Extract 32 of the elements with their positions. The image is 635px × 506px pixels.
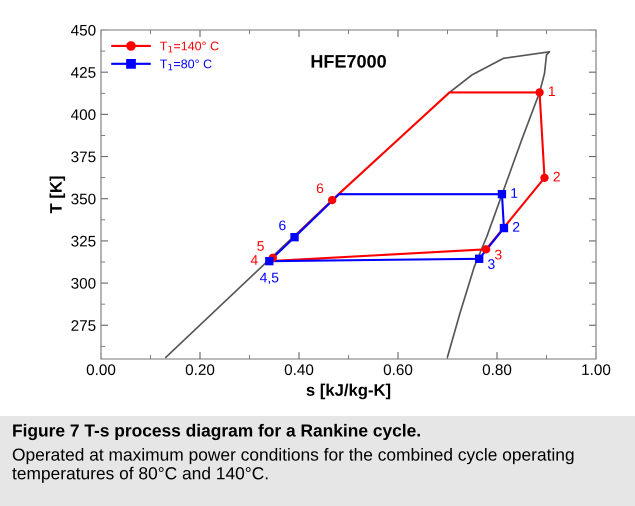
text: Operated at maximum power conditions for the combined cycle operating temperatures of 80°C and 140°C. bbox=[12, 448, 574, 483]
caption: Figure 7 T-s process diagram for a Rankine cycle. bbox=[13, 424, 420, 440]
x-axis-title: s [kJ/kg-K] bbox=[306, 384, 390, 400]
legend-label: T$_{1}$=140° C bbox=[160, 42, 219, 52]
x-tick-label: 0.20 bbox=[186, 364, 214, 376]
x-tick-label: 0.00 bbox=[86, 364, 116, 376]
annotation: 1 bbox=[548, 86, 555, 96]
text: HFE7000 bbox=[312, 54, 386, 68]
x-tick-label: 0.60 bbox=[384, 364, 412, 376]
y-tick-label: 375 bbox=[71, 151, 96, 162]
annotation: 4 bbox=[250, 255, 258, 265]
annotation: 4,5 bbox=[260, 272, 278, 284]
legend-label: T$_{1}$=80° C bbox=[160, 59, 212, 70]
x-tick-label: 0.80 bbox=[482, 364, 512, 376]
annotation: 6 bbox=[279, 220, 286, 230]
x-tick-label: 1.00 bbox=[582, 364, 610, 376]
annotation: 1 bbox=[511, 188, 518, 198]
y-tick-label: 400 bbox=[71, 109, 96, 120]
annotation: 2 bbox=[554, 172, 560, 182]
annotation: 5 bbox=[257, 241, 264, 251]
annotation: 3 bbox=[488, 259, 495, 269]
y-tick-label: 325 bbox=[71, 236, 96, 247]
x-tick-label: 0.40 bbox=[284, 364, 314, 376]
y-tick-label: 425 bbox=[71, 67, 96, 78]
annotation: 2 bbox=[512, 222, 520, 232]
y-tick-label: 300 bbox=[71, 278, 96, 289]
annotation: 3 bbox=[494, 250, 502, 260]
y-tick-label: 350 bbox=[71, 194, 96, 204]
y-tick-label: 450 bbox=[71, 24, 96, 36]
y-axis-title: T [K] bbox=[50, 176, 66, 214]
y-tick-label: 275 bbox=[71, 320, 96, 331]
annotation: 6 bbox=[316, 183, 324, 194]
